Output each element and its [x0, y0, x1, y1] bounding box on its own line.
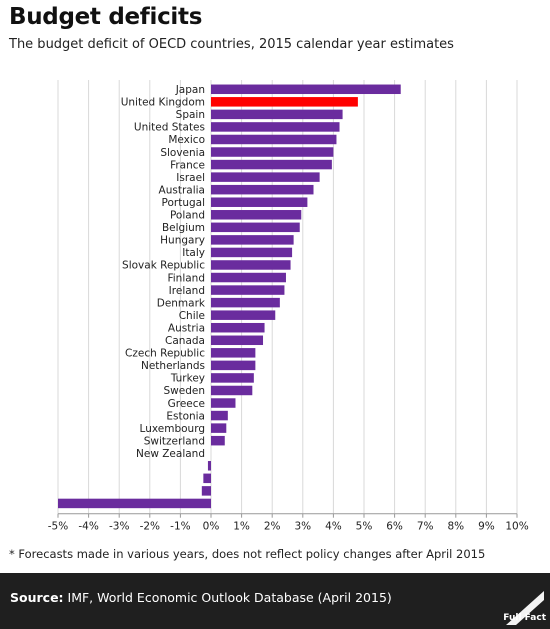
category-label: Mexico [168, 134, 205, 146]
bar [211, 222, 300, 233]
bar [211, 84, 401, 95]
category-label: Finland [167, 272, 205, 284]
category-label: Canada [165, 335, 205, 347]
bar [58, 498, 211, 509]
bar [211, 109, 343, 120]
x-tick-label: 5% [356, 521, 373, 533]
bar [211, 235, 294, 245]
x-tick-label: -3% [109, 521, 129, 533]
bar [211, 210, 302, 220]
category-label: Portugal [162, 197, 206, 209]
bar [211, 310, 276, 320]
bar [211, 322, 265, 333]
category-label: Poland [170, 210, 205, 222]
bar [211, 385, 253, 396]
grid-lines [57, 80, 518, 518]
category-label: United States [134, 122, 205, 134]
bar [207, 461, 211, 471]
footer: Source: IMF, World Economic Outlook Data… [0, 573, 550, 629]
bar [211, 423, 227, 433]
category-label: Spain [176, 109, 205, 121]
category-label: Japan [175, 84, 205, 96]
category-label: France [170, 159, 205, 171]
category-label: United Kingdom [121, 97, 205, 109]
category-label: Israel [176, 172, 205, 184]
x-tick-label: 4% [325, 521, 342, 533]
bars [58, 84, 401, 509]
chart-title: Budget deficits [9, 4, 203, 30]
bar [211, 122, 340, 132]
category-label: Netherlands [141, 360, 205, 372]
category-label: Slovenia [160, 147, 205, 159]
bar [211, 272, 286, 283]
bar [211, 172, 320, 182]
bar [211, 97, 358, 107]
category-label: Estonia [166, 410, 205, 422]
category-label: Sweden [164, 385, 206, 397]
bar [211, 247, 293, 258]
x-tick-label: 0% [203, 521, 220, 533]
category-label: Hungary [160, 235, 205, 247]
x-tick-labels: -5% -4% -3% -2% -1% 0% 1% 2% 3% 4% 5% 6% 7% 8% 9% 10% [48, 521, 529, 533]
x-tick-label: 7% [417, 521, 434, 533]
bar [211, 134, 337, 145]
bar [211, 260, 291, 270]
bar [211, 159, 332, 170]
bar [211, 184, 314, 195]
category-label: Switzerland [144, 435, 205, 447]
category-label: Italy [182, 247, 205, 259]
x-tick-label: 9% [478, 521, 495, 533]
category-label: Austria [168, 322, 205, 334]
bar [211, 297, 280, 308]
bar [201, 486, 211, 496]
bar [211, 285, 285, 295]
bar [211, 373, 254, 383]
bar [211, 335, 264, 346]
bar [203, 473, 211, 484]
x-tick-label: 1% [233, 521, 250, 533]
category-label: Czech Republic [125, 348, 205, 360]
category-label: Denmark [157, 297, 206, 309]
category-label: Turkey [170, 373, 205, 385]
bar [211, 197, 308, 207]
bar [211, 398, 236, 408]
category-label: Greece [168, 398, 205, 410]
x-tick-label: 6% [386, 521, 403, 533]
x-tick-label: 3% [294, 521, 311, 533]
category-label: Chile [179, 310, 205, 322]
source-line: Source: IMF, World Economic Outlook Data… [10, 590, 392, 605]
source-label: Source: [10, 590, 64, 605]
bar [211, 348, 256, 358]
bar [211, 147, 334, 157]
category-label: New Zealand [136, 448, 205, 460]
x-tick-label: 10% [505, 521, 528, 533]
source-text: IMF, World Economic Outlook Database (Ap… [63, 590, 392, 605]
category-label: Slovak Republic [122, 260, 205, 272]
category-label: Belgium [162, 222, 205, 234]
bar [211, 435, 225, 446]
category-label: Luxembourg [140, 423, 205, 435]
category-label: Ireland [169, 285, 205, 297]
logo-text: Full Fact [503, 613, 546, 623]
bar [211, 410, 228, 421]
category-label: Australia [159, 184, 205, 196]
x-tick-label: -5% [48, 521, 68, 533]
footnote: * Forecasts made in various years, does … [9, 547, 486, 561]
chart-subtitle: The budget deficit of OECD countries, 20… [9, 37, 454, 52]
x-tick-label: -1% [170, 521, 190, 533]
x-tick-label: 2% [264, 521, 281, 533]
x-tick-label: -2% [140, 521, 160, 533]
x-tick-label: 8% [447, 521, 464, 533]
full-fact-logo-icon [506, 591, 544, 625]
x-tick-label: -4% [78, 521, 98, 533]
bar [211, 360, 256, 371]
